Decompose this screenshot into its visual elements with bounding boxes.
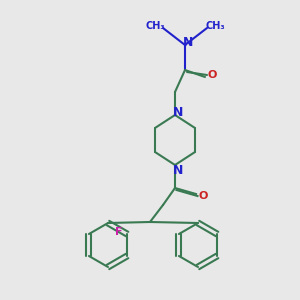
Text: CH₃: CH₃	[145, 21, 165, 31]
Text: CH₃: CH₃	[205, 21, 225, 31]
Text: N: N	[183, 35, 193, 49]
Text: N: N	[173, 106, 183, 118]
Text: F: F	[115, 227, 123, 237]
Text: O: O	[207, 70, 217, 80]
Text: N: N	[173, 164, 183, 176]
Text: O: O	[198, 191, 208, 201]
